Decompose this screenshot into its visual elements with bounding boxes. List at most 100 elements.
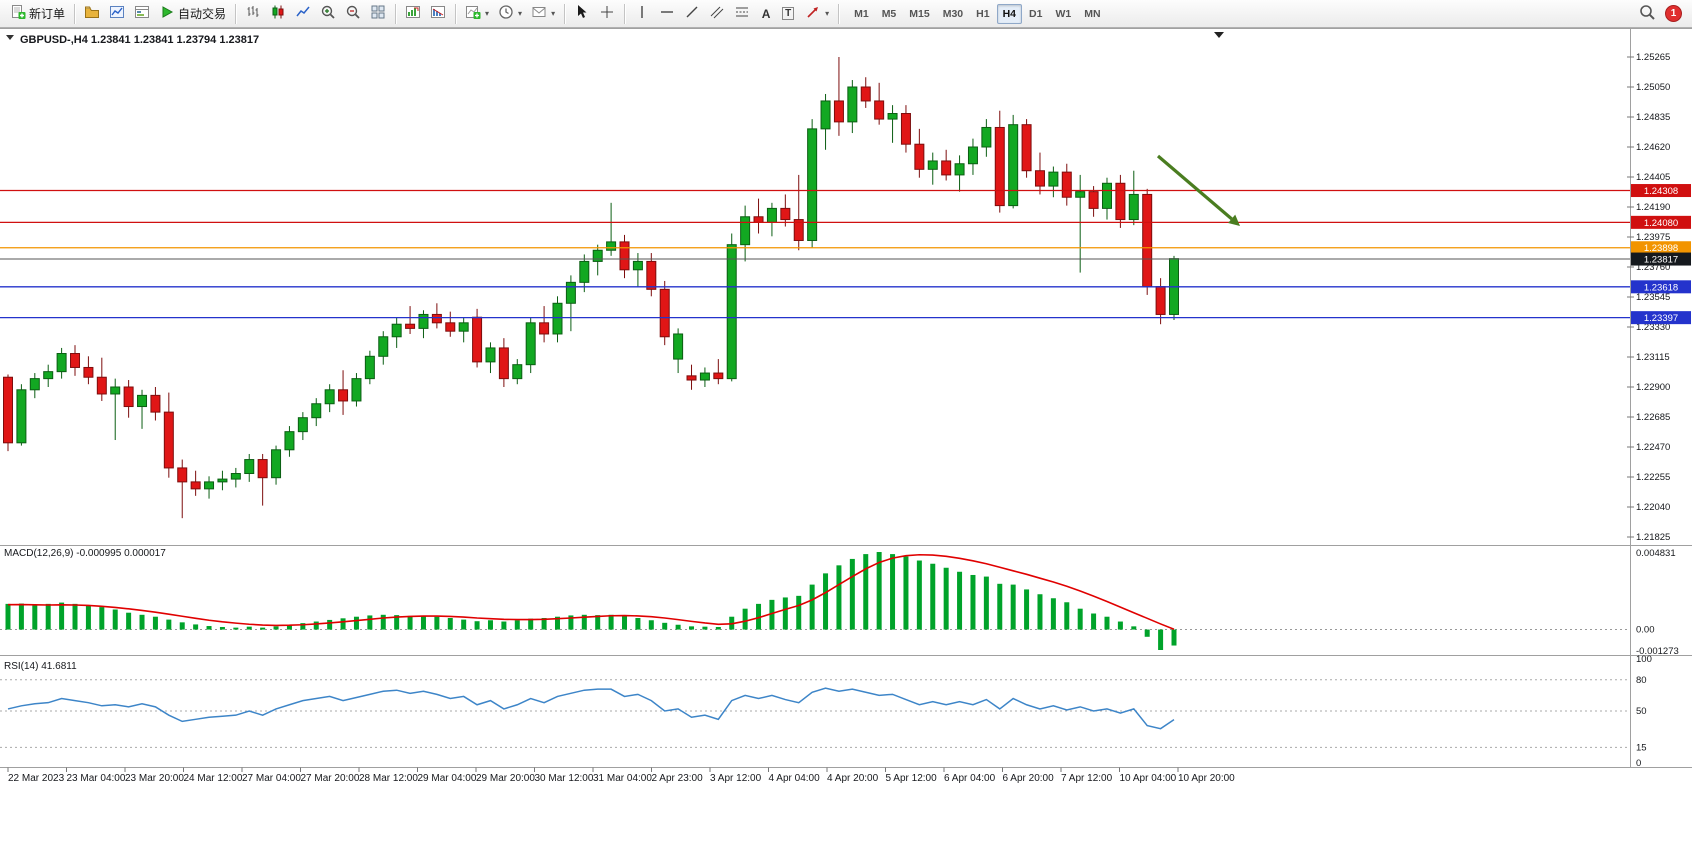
svg-text:1.23817: 1.23817 (1644, 255, 1678, 266)
svg-text:1.24405: 1.24405 (1636, 172, 1670, 183)
candle-up (592, 249, 603, 262)
indicators-window-button[interactable] (401, 2, 425, 26)
candle-down (498, 347, 509, 380)
candle-up (244, 459, 255, 475)
periods-button[interactable]: ▾ (494, 2, 526, 26)
text-label-button[interactable]: T (778, 2, 800, 26)
svg-text:27 Mar 20:00: 27 Mar 20:00 (301, 773, 360, 784)
auto-trading-button[interactable]: 自动交易 (155, 2, 230, 26)
arrow-tool-icon (805, 4, 821, 23)
svg-text:30 Mar 12:00: 30 Mar 12:00 (535, 773, 594, 784)
vertical-line-button[interactable] (630, 2, 654, 26)
candle-down (83, 366, 94, 378)
bar-chart-button[interactable] (241, 2, 265, 26)
chart-canvas[interactable]: 1.25265 1.25050 1.24835 1.24620 1.24405 1.241… (0, 28, 1692, 853)
macd-label: MACD(12,26,9) -0.000995 0.000017 (4, 548, 166, 559)
price-tag (1631, 184, 1691, 198)
crosshair-button[interactable] (595, 2, 619, 26)
candle-up (632, 260, 643, 271)
timeframe-m15[interactable]: M15 (903, 4, 935, 24)
text-label-icon: T (782, 7, 795, 20)
svg-text:1.22900: 1.22900 (1636, 382, 1670, 393)
price-tag (1631, 311, 1691, 325)
arrow-annotation[interactable] (1156, 154, 1233, 221)
tile-windows-icon (370, 4, 386, 23)
svg-text:27 Mar 04:00: 27 Mar 04:00 (242, 773, 301, 784)
cursor-button[interactable] (570, 2, 594, 26)
svg-text:2 Apr 23:00: 2 Apr 23:00 (652, 773, 704, 784)
toolbar-separator (395, 3, 397, 24)
timeframe-m30[interactable]: M30 (937, 4, 969, 24)
search-button[interactable] (1634, 2, 1660, 26)
candle-up (512, 364, 523, 380)
candle-up (43, 371, 54, 380)
svg-text:10 Apr 20:00: 10 Apr 20:00 (1178, 773, 1235, 784)
candle-up (699, 372, 710, 381)
svg-text:1.25050: 1.25050 (1636, 82, 1670, 93)
timeframe-h1[interactable]: H1 (970, 4, 995, 24)
candle-down (833, 100, 844, 123)
svg-text:28 Mar 12:00: 28 Mar 12:00 (359, 773, 418, 784)
chart-window: 1.25265 1.25050 1.24835 1.24620 1.24405 1.241… (0, 28, 1692, 853)
candle-up (847, 86, 858, 123)
candle-down (445, 322, 456, 332)
svg-text:1.23975: 1.23975 (1636, 232, 1670, 243)
profiles-folder-icon (84, 4, 100, 23)
channel-button[interactable] (705, 2, 729, 26)
candle-down (1155, 286, 1166, 315)
chevron-down-icon: ▾ (825, 9, 830, 18)
toolbar-separator (564, 3, 566, 24)
panel-borders (0, 28, 1692, 768)
candle-up (1101, 182, 1112, 209)
candle-up (230, 473, 241, 480)
time-axis: 22 Mar 2023 23 Mar 04:00 23 Mar 20:00 24 Ma… (7, 767, 1235, 784)
candle-down (900, 113, 911, 145)
chart-shift-marker[interactable] (1214, 32, 1224, 38)
symbol-dropdown-icon[interactable] (6, 35, 14, 40)
profiles-button[interactable] (80, 2, 104, 26)
candle-up (1075, 191, 1086, 198)
zoom-in-button[interactable] (316, 2, 340, 26)
data-window-button[interactable] (130, 2, 154, 26)
svg-text:1.22255: 1.22255 (1636, 472, 1670, 483)
templates-button[interactable]: ▾ (527, 2, 559, 26)
candle-down (96, 376, 107, 395)
add-indicator-button[interactable]: ▾ (461, 2, 493, 26)
timeframe-w1[interactable]: W1 (1049, 4, 1077, 24)
candle-up (29, 378, 40, 391)
arrows-tool-button[interactable]: ▾ (801, 2, 833, 26)
line-chart-button[interactable] (291, 2, 315, 26)
timeframe-m5[interactable]: M5 (876, 4, 903, 24)
indicators-window-icon (405, 4, 421, 23)
candle-up (807, 128, 818, 241)
horizontal-line-button[interactable] (655, 2, 679, 26)
svg-text:1.23545: 1.23545 (1636, 292, 1670, 303)
fibonacci-button[interactable] (730, 2, 754, 26)
candle-up (927, 160, 938, 170)
candlestick-chart-button[interactable] (266, 2, 290, 26)
text-button[interactable]: A (755, 2, 777, 26)
auto-trading-play-icon (159, 4, 175, 23)
svg-text:1.23330: 1.23330 (1636, 322, 1670, 333)
candle-down (177, 467, 188, 483)
toolbar-separator (624, 3, 626, 24)
candle-up (820, 100, 831, 130)
timeframe-h4[interactable]: H4 (996, 3, 1023, 24)
candle-up (1048, 171, 1059, 187)
svg-text:1.23760: 1.23760 (1636, 262, 1670, 273)
zoom-out-button[interactable] (341, 2, 365, 26)
new-order-button[interactable]: 新订单 (6, 2, 69, 26)
timeframe-d1[interactable]: D1 (1023, 4, 1048, 24)
notification-badge[interactable]: 1 (1665, 5, 1682, 22)
trendline-button[interactable] (680, 2, 704, 26)
objects-window-button[interactable] (426, 2, 450, 26)
toolbar: 新订单 自动交易 ▾ ▾ (0, 0, 1692, 28)
current-price-tag (1631, 252, 1691, 266)
timeframe-mn[interactable]: MN (1078, 4, 1106, 24)
candle-down (860, 86, 871, 102)
market-watch-button[interactable] (105, 2, 129, 26)
tile-windows-button[interactable] (366, 2, 390, 26)
candle-down (686, 375, 697, 381)
crosshair-icon (599, 4, 615, 23)
timeframe-m1[interactable]: M1 (848, 4, 875, 24)
